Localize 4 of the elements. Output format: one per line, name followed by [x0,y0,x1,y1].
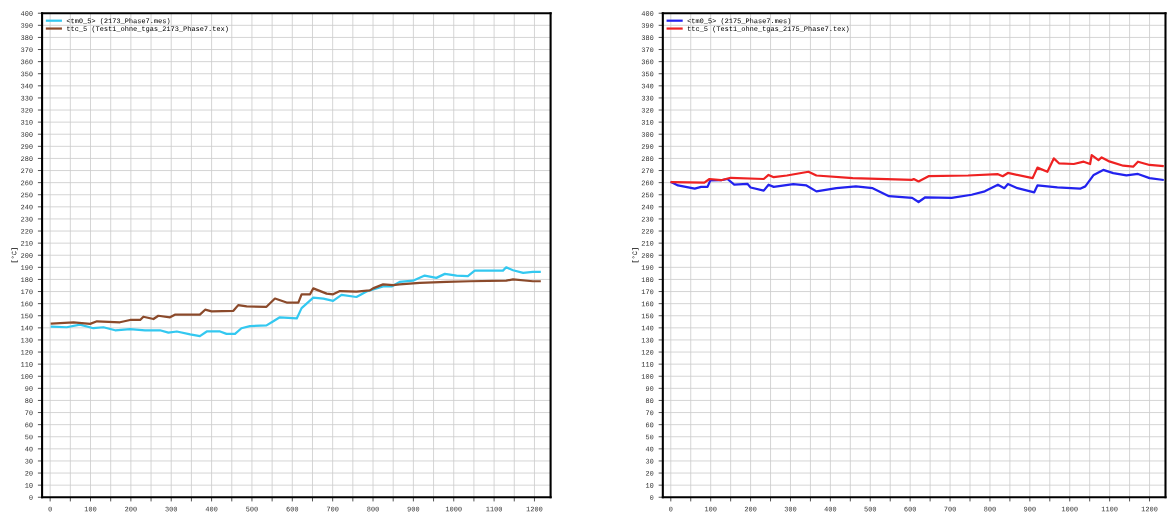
line-series [50,266,541,338]
line-series [670,168,1164,204]
line-series [670,154,1164,184]
line-series [50,278,541,325]
